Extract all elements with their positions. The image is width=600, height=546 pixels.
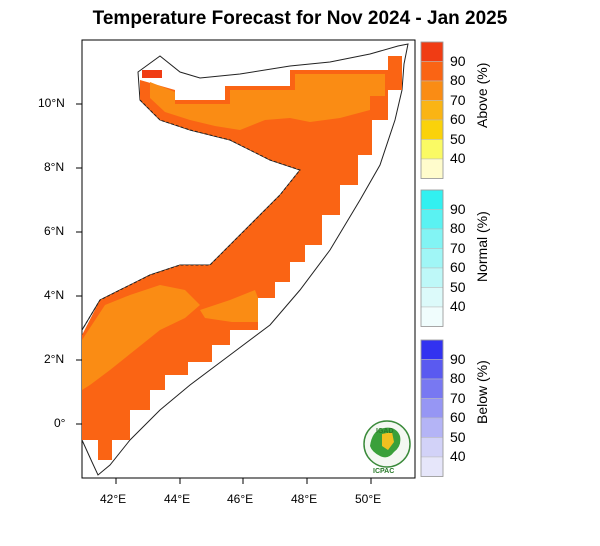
colorbar-above-label: 90 [450,52,466,69]
colorbar-above-swatch [420,61,444,82]
logo-bottom-text: ICPAC [373,468,395,475]
colorbar-normal-label: 70 [450,239,466,256]
forecast-area-70-central [200,290,258,322]
colorbar-below-frame [420,339,444,477]
colorbar-normal-frame [420,189,444,327]
icpac-logo [363,420,411,468]
colorbar-below-label: 60 [450,409,466,425]
forecast-area-70-south [82,285,200,390]
forecast-area-80 [82,56,402,460]
colorbar-normal-swatch [420,306,444,327]
colorbar-normal-label: 60 [450,259,466,275]
colorbar-above-label: 40 [450,150,466,166]
forecast-area-90 [142,70,162,78]
colorbar-normal [420,189,444,327]
colorbar-normal-swatch [420,189,444,210]
colorbar-below-swatch [420,359,444,380]
map-title: Temperature Forecast for Nov 2024 - Jan … [92,8,508,29]
colorbar-above-swatch [420,139,444,160]
axis-ticks [76,103,372,484]
lat-tick-label: 10°N [38,96,65,110]
lat-tick-label: 2°N [44,352,65,366]
colorbar-normal-label: 90 [450,200,466,217]
colorbar-normal-swatch [420,267,444,288]
colorbar-above-label: 50 [450,130,466,147]
colorbar-normal-label: 40 [450,298,466,314]
lon-tick-label: 42°E [100,492,127,506]
lat-tick-label: 4°N [44,288,65,302]
lon-tick-label: 44°E [164,492,191,506]
colorbar-above-swatch [420,119,444,140]
colorbar-above-swatch [420,41,444,62]
colorbar-below-swatch [420,417,444,438]
colorbar-below-label: 40 [450,448,466,464]
colorbar-below-label: 70 [450,389,466,406]
colorbar-normal-swatch [420,248,444,269]
colorbar-above [420,41,444,179]
colorbar-above-swatch [420,80,444,101]
lat-tick-label: 0° [54,416,66,430]
colorbar-above-swatch [420,100,444,121]
colorbar-normal-label: 50 [450,278,466,295]
colorbar-above-title: Above (%) [474,62,490,128]
colorbar-normal-swatch [420,287,444,308]
logo-top-text: IGAD [376,428,394,435]
colorbar-below-title: Below (%) [474,360,490,424]
lon-tick-label: 46°E [227,492,254,506]
colorbar-below-swatch [420,398,444,419]
colorbar-normal-title: Normal (%) [474,211,490,282]
colorbar-below-label: 90 [450,350,466,367]
lat-tick-label: 8°N [44,160,65,174]
colorbar-below-swatch [420,339,444,360]
colorbar-above-swatch [420,158,444,179]
colorbar-below-swatch [420,437,444,458]
colorbar-above-label: 80 [450,72,466,88]
colorbar-below-swatch [420,456,444,477]
border-line [82,99,301,331]
colorbar-above-frame [420,41,444,179]
lat-tick-label: 6°N [44,224,65,238]
colorbar-normal-swatch [420,209,444,230]
colorbar-normal-swatch [420,228,444,249]
colorbar-below-swatch [420,378,444,399]
colorbar-below [420,339,444,477]
forecast-area-70-north [150,74,385,130]
colorbar-below-label: 80 [450,370,466,386]
lon-tick-label: 48°E [291,492,318,506]
colorbar-above-label: 60 [450,111,466,127]
lon-tick-label: 50°E [355,492,382,506]
colorbar-normal-label: 80 [450,220,466,236]
colorbar-above-label: 70 [450,91,466,108]
colorbar-below-label: 50 [450,428,466,445]
